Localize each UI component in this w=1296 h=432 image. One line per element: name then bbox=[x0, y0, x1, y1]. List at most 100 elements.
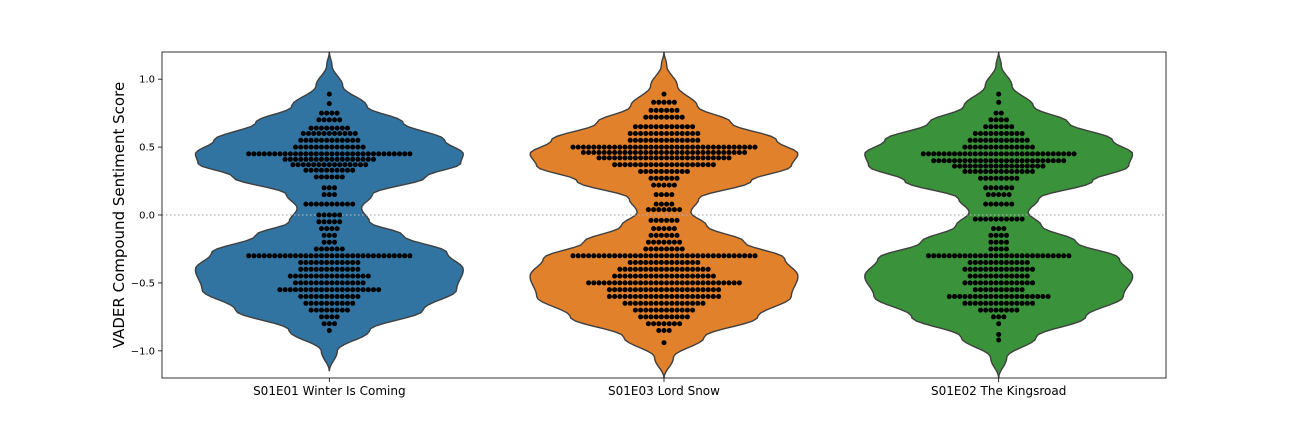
swarm-point bbox=[936, 158, 942, 164]
swarm-point bbox=[612, 144, 618, 150]
swarm-point bbox=[1004, 117, 1009, 123]
swarm-point bbox=[643, 114, 649, 120]
swarm-point bbox=[653, 294, 659, 299]
swarm-point bbox=[316, 117, 322, 123]
swarm-point bbox=[998, 158, 1004, 164]
swarm-point bbox=[674, 300, 680, 306]
swarm-point bbox=[1024, 169, 1030, 174]
swarm-point bbox=[596, 280, 602, 286]
swarm-point bbox=[993, 131, 999, 136]
swarm-point bbox=[1001, 192, 1007, 198]
swarm-point bbox=[690, 307, 696, 313]
swarm-point bbox=[664, 137, 670, 143]
swarm-point bbox=[1014, 266, 1020, 272]
swarm-point bbox=[1004, 239, 1009, 245]
swarm-point bbox=[991, 192, 996, 198]
swarm-point bbox=[311, 162, 317, 168]
swarm-point bbox=[345, 253, 350, 259]
swarm-point bbox=[993, 266, 999, 272]
swarm-point bbox=[993, 137, 999, 143]
swarm-point bbox=[674, 287, 680, 293]
swarm-point bbox=[653, 192, 659, 198]
swarm-point bbox=[332, 219, 337, 225]
swarm-point bbox=[996, 226, 1002, 232]
swarm-point bbox=[967, 137, 973, 143]
swarm-point bbox=[674, 266, 680, 272]
swarm-point bbox=[658, 253, 664, 259]
swarm-point bbox=[334, 201, 340, 207]
swarm-point bbox=[978, 137, 983, 143]
swarm-point bbox=[402, 151, 408, 157]
swarm-point bbox=[690, 287, 696, 293]
swarm-point bbox=[324, 314, 330, 320]
swarm-point bbox=[321, 321, 327, 327]
swarm-point bbox=[246, 253, 252, 259]
swarm-point bbox=[957, 163, 963, 169]
swarm-point bbox=[345, 273, 350, 279]
swarm-point bbox=[365, 156, 371, 162]
swarm-point bbox=[345, 156, 350, 162]
swarm-point bbox=[726, 155, 732, 161]
swarm-point bbox=[988, 266, 994, 272]
swarm-point bbox=[1014, 253, 1020, 259]
swarm-point bbox=[658, 175, 664, 181]
swarm-point bbox=[690, 131, 696, 136]
swarm-point bbox=[1071, 151, 1077, 157]
swarm-point bbox=[978, 216, 983, 222]
swarm-point bbox=[700, 266, 706, 272]
swarm-point bbox=[324, 287, 330, 293]
swarm-point bbox=[277, 253, 283, 259]
swarm-point bbox=[329, 273, 335, 279]
swarm-point bbox=[1014, 216, 1020, 222]
swarm-point bbox=[326, 232, 332, 238]
swarm-point bbox=[967, 151, 973, 157]
swarm-point bbox=[684, 150, 690, 155]
swarm-point bbox=[332, 185, 337, 191]
swarm-point bbox=[339, 307, 345, 313]
swarm-point bbox=[622, 253, 628, 259]
swarm-point bbox=[664, 232, 670, 238]
swarm-point bbox=[648, 294, 654, 299]
swarm-point bbox=[993, 246, 999, 252]
swarm-point bbox=[648, 131, 654, 136]
swarm-point bbox=[1014, 151, 1020, 157]
swarm-point bbox=[1030, 266, 1035, 272]
swarm-point bbox=[674, 114, 680, 120]
swarm-point bbox=[664, 201, 670, 207]
swarm-point bbox=[648, 266, 654, 272]
swarm-point bbox=[679, 114, 685, 120]
swarm-point bbox=[648, 314, 654, 320]
swarm-point bbox=[957, 158, 963, 164]
swarm-point bbox=[1004, 266, 1009, 272]
swarm-point bbox=[967, 266, 973, 272]
swarm-point bbox=[972, 169, 978, 174]
swarm-point bbox=[298, 273, 304, 279]
swarm-point bbox=[731, 144, 737, 150]
swarm-point bbox=[684, 300, 690, 306]
swarm-point bbox=[674, 137, 680, 143]
swarm-point bbox=[627, 260, 633, 265]
swarm-point bbox=[972, 273, 978, 279]
swarm-point bbox=[617, 155, 623, 161]
swarm-point bbox=[1045, 151, 1051, 157]
swarm-point bbox=[988, 131, 994, 136]
swarm-point bbox=[363, 162, 369, 168]
swarm-point bbox=[952, 163, 957, 169]
swarm-point bbox=[332, 162, 337, 168]
swarm-point bbox=[998, 131, 1004, 136]
swarm-point bbox=[669, 150, 675, 155]
swarm-point bbox=[339, 300, 345, 306]
swarm-point bbox=[726, 253, 732, 259]
swarm-point bbox=[700, 287, 706, 293]
swarm-point bbox=[632, 307, 638, 313]
swarm-point bbox=[684, 131, 690, 136]
swarm-point bbox=[651, 182, 657, 188]
swarm-point bbox=[700, 294, 706, 299]
swarm-point bbox=[983, 131, 989, 136]
swarm-point bbox=[347, 131, 353, 136]
swarm-point bbox=[298, 260, 304, 265]
swarm-point bbox=[324, 125, 330, 131]
swarm-point bbox=[308, 266, 314, 272]
swarm-point bbox=[679, 300, 685, 306]
swarm-point bbox=[695, 260, 701, 265]
